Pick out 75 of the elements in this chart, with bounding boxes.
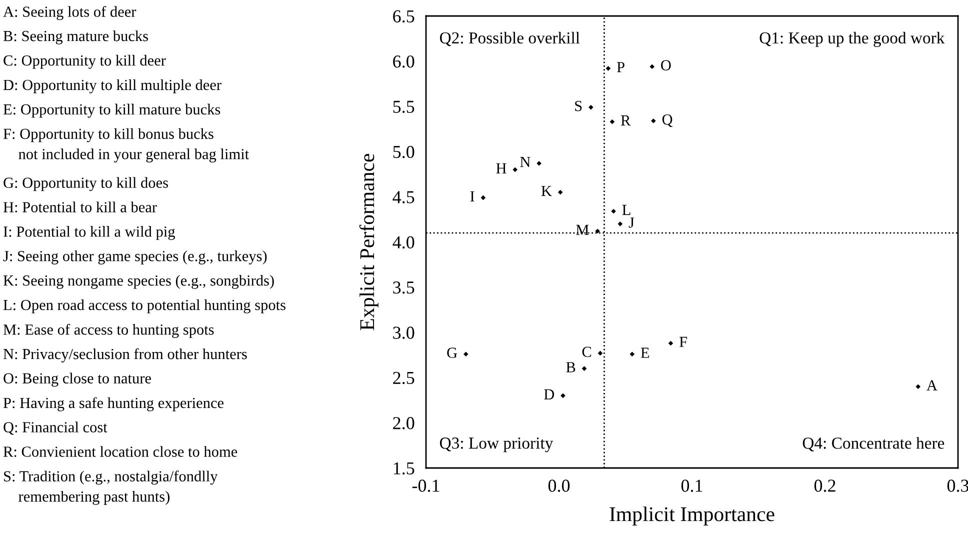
annotation: Q3: Low priority	[440, 438, 554, 452]
annotation: Q4: Concentrate here	[802, 437, 944, 452]
text: J: Seeing other game species (e.g., turkeys)	[3, 250, 267, 264]
annotation: K	[541, 186, 552, 196]
annotation: F	[679, 336, 687, 347]
annotation: N	[520, 157, 530, 168]
annotation: G	[447, 348, 458, 358]
y-tick-label: 2.0	[393, 417, 414, 430]
y-tick-label: 3.0	[393, 326, 414, 339]
annotation: B	[566, 362, 576, 372]
x-axis-title: Implicit Importance	[610, 506, 774, 526]
y-tick-label: 3.5	[393, 282, 414, 294]
point	[536, 160, 542, 166]
text: M: Ease of access to hunting spots	[3, 324, 214, 338]
text: S: Tradition (e.g., nostalgia/fondlly remembering past hunts)	[4, 470, 218, 505]
annotation: M	[576, 224, 589, 235]
point	[606, 66, 611, 71]
point	[560, 393, 566, 398]
point	[512, 167, 518, 172]
annotation: P	[616, 62, 624, 72]
text: F: Opportunity to kill bonus bucks not included in your general bag limit	[3, 128, 249, 162]
point	[463, 352, 468, 356]
annotation: O	[661, 60, 671, 70]
text: L: Open road access to potential hunting spots	[3, 299, 286, 314]
y-tick-label: 4.5	[392, 191, 414, 204]
point	[651, 118, 656, 124]
text: C: Opportunity to kill deer	[4, 54, 166, 69]
text: G: Opportunity to kill does	[4, 177, 168, 192]
text: P: Having a safe hunting experience	[3, 397, 224, 412]
point	[611, 208, 616, 214]
text: H: Potential to kill a bear	[3, 202, 157, 212]
annotation: E	[640, 348, 650, 358]
text: D: Opportunity to kill multiple deer	[3, 79, 222, 94]
annotation: H	[496, 163, 506, 174]
x-tick-label: 0.0	[548, 480, 570, 492]
text: K: Seeing nongame species (e.g., songbirds)	[3, 274, 274, 289]
y-tick-label: 2.5	[393, 372, 414, 384]
annotation: R	[620, 115, 631, 126]
x-tick-label: -0.1	[412, 480, 440, 492]
point	[916, 384, 921, 390]
annotation: Q	[662, 114, 673, 128]
point	[618, 222, 623, 226]
x-tick-label: 0.1	[681, 480, 702, 492]
annotation: Q2: Possible overkill	[440, 32, 580, 46]
y-tick-label: 6.0	[393, 55, 414, 68]
text: Q: Financial cost	[4, 422, 108, 435]
point	[630, 352, 635, 356]
y-axis-title: Explicit Performance	[359, 154, 378, 330]
annotation: L	[622, 204, 630, 215]
y-tick-label: 6.5	[393, 10, 414, 23]
y-tick-label: 1.5	[394, 462, 414, 475]
annotation: D	[544, 389, 554, 400]
text: O: Being close to nature	[4, 372, 151, 387]
point	[558, 190, 563, 195]
point	[588, 104, 594, 110]
x-tick-label: 0.2	[814, 480, 836, 492]
text: B: Seeing mature bucks	[3, 30, 148, 44]
annotation: J	[628, 218, 634, 228]
point	[582, 366, 587, 371]
annotation: C	[582, 346, 592, 358]
text: N: Privacy/seclusion from other hunters	[3, 348, 247, 362]
point	[595, 228, 600, 234]
text: I: Potential to kill a wild pig	[4, 226, 175, 240]
point	[650, 64, 655, 70]
annotation: Q1: Keep up the good work	[760, 32, 945, 47]
y-tick-label: 5.5	[393, 100, 414, 113]
annotation: S	[575, 100, 582, 112]
text: R: Convienient location close to home	[3, 446, 238, 457]
text: A: Seeing lots of deer	[3, 6, 136, 20]
annotation: I	[470, 191, 474, 202]
y-tick-label: 5.0	[393, 146, 414, 158]
y-tick-label: 4.0	[392, 236, 414, 249]
text: E: Opportunity to kill mature bucks	[3, 104, 220, 118]
annotation: A	[926, 380, 938, 390]
point	[480, 195, 486, 200]
